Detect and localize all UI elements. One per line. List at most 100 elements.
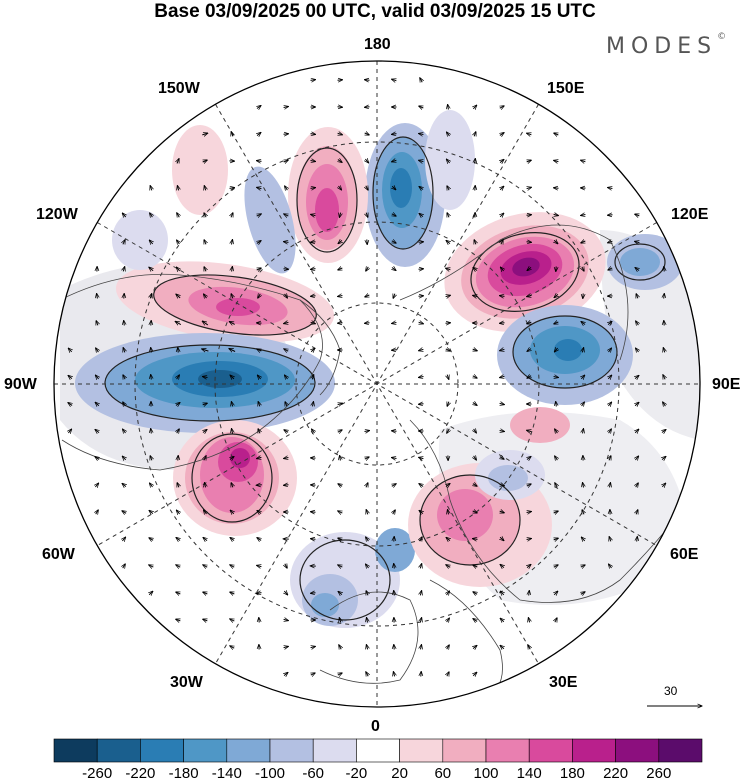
high-alaska-core: [315, 188, 339, 232]
wind-vector: [555, 483, 557, 487]
lon-label-30e: 30E: [549, 674, 578, 691]
wind-vector: [123, 429, 126, 433]
wind-vector: [312, 429, 315, 433]
colorbar-bin: [615, 738, 660, 763]
wind-vector: [447, 374, 449, 380]
wind-vector: [231, 402, 232, 407]
wind-vector: [150, 294, 151, 299]
wind-vector: [581, 322, 585, 325]
wind-vector: [366, 483, 368, 488]
wind-vector: [285, 186, 288, 190]
wind-vector: [257, 187, 262, 188]
wind-vector: [609, 429, 612, 433]
wind-vector: [527, 349, 531, 352]
wind-vector: [499, 403, 505, 404]
wind-vector: [337, 403, 343, 405]
wind-vector: [393, 672, 394, 677]
wind-vector: [283, 646, 289, 647]
wind-vector: [446, 484, 450, 487]
wind-vector: [203, 565, 207, 567]
colorbar-tick-label: -60: [302, 765, 325, 782]
wind-vector: [635, 456, 638, 460]
wind-vector: [366, 510, 368, 515]
wind-vector: [366, 186, 368, 190]
wind-vector: [177, 483, 179, 488]
map-border: [53, 60, 701, 708]
wind-vector: [608, 402, 611, 406]
low-hudson-core: [198, 370, 242, 388]
wind-vector: [447, 618, 450, 622]
wind-vector: [338, 296, 343, 297]
chart-title: Base 03/09/2025 00 UTC, valid 03/09/2025…: [154, 1, 596, 22]
wind-vector: [554, 240, 558, 243]
colorbar-bin: [140, 738, 184, 763]
wind-vector: [149, 538, 153, 541]
wind-vector: [392, 268, 396, 271]
lon-label-120e: 120E: [671, 206, 709, 223]
wind-vector: [151, 348, 152, 353]
wind-vector: [285, 375, 288, 379]
wind-vector: [420, 591, 421, 596]
wind-vector: [229, 322, 235, 325]
wind-vector: [177, 159, 179, 164]
low-north-pacific-core: [390, 168, 412, 208]
wind-vector: [500, 159, 504, 162]
wind-vector: [581, 537, 584, 541]
wind-vector: [176, 565, 180, 567]
wind-vector: [473, 592, 477, 595]
wind-vector: [149, 240, 152, 244]
wind-vector: [122, 456, 125, 460]
wind-vector: [339, 186, 342, 190]
wind-vector: [393, 510, 396, 514]
colorbar-tick-label: 100: [473, 765, 499, 782]
wind-vector: [285, 564, 287, 568]
wind-vector: [284, 242, 289, 243]
wind-vector: [149, 591, 153, 594]
wind-vector: [257, 457, 262, 458]
colorbar-tick-label: 20: [391, 765, 408, 782]
wind-vector: [150, 483, 153, 487]
wind-vector: [230, 619, 235, 621]
copyright-mark: ©: [717, 32, 727, 42]
wind-vector: [500, 645, 504, 648]
wind-vector: [176, 267, 179, 271]
wind-vector: [231, 483, 233, 488]
colorbar-bin: [269, 738, 314, 763]
wind-vector: [230, 646, 234, 648]
colorbar-tick-label: 140: [516, 765, 542, 782]
wind-vector: [420, 78, 422, 82]
wind-vector: [95, 375, 98, 379]
high-canada-core: [216, 298, 260, 316]
wind-vector: [526, 215, 532, 216]
wind-vector: [204, 213, 206, 217]
wind-vector: [419, 213, 423, 216]
wind-vector: [310, 322, 316, 323]
wind-vector: [365, 107, 370, 108]
wind-vector: [582, 267, 584, 271]
wind-vector: [203, 403, 208, 405]
wind-vector: [175, 321, 182, 324]
low-gulf-alaska: [244, 166, 296, 274]
wind-vector: [446, 565, 450, 568]
wind-vector: [339, 212, 340, 218]
wind-vector: [635, 214, 640, 216]
wind-vector: [500, 267, 503, 271]
wind-vector: [635, 241, 640, 242]
wind-vector: [338, 160, 342, 163]
wind-vector: [338, 430, 342, 432]
wind-vector: [367, 618, 368, 623]
wind-vector: [338, 240, 342, 243]
wind-vector: [419, 484, 423, 487]
wind-vector: [446, 159, 449, 163]
wind-vector: [176, 294, 180, 298]
lon-label-150e: 150E: [547, 80, 585, 97]
wind-vector: [232, 240, 233, 245]
wind-vector: [366, 672, 368, 676]
colorbar-tick-label: -260: [82, 765, 113, 782]
wind-vector: [313, 402, 314, 407]
wind-vector: [151, 375, 152, 380]
wind-vector: [554, 322, 559, 324]
wind-vector: [500, 186, 504, 189]
wind-vector: [203, 619, 208, 621]
wind-vector: [205, 483, 206, 488]
